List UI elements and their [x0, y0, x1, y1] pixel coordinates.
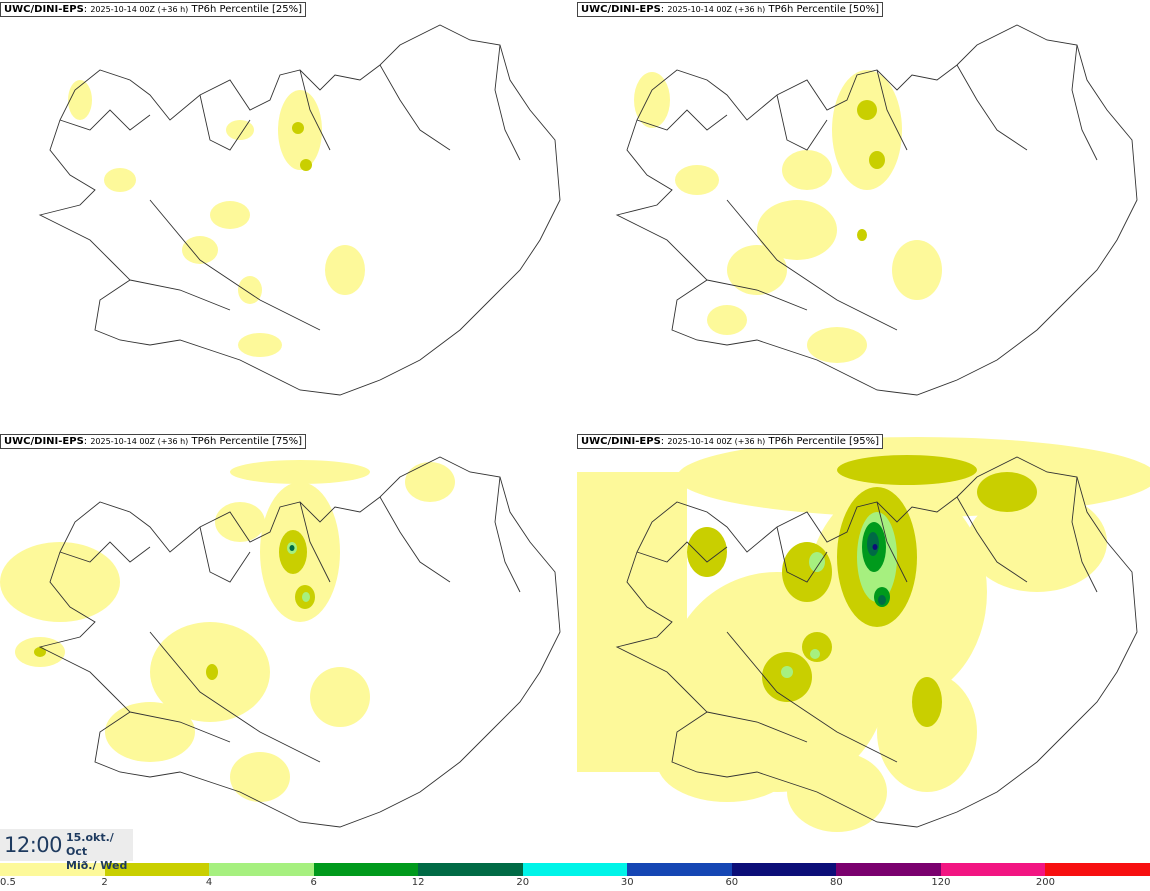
- model-name: UWC/DINI-EPS: [4, 436, 84, 447]
- precip-areas: [634, 70, 942, 363]
- panel-title: UWC/DINI-EPS: 2025-10-14 00Z (+36 h) TP6…: [0, 434, 307, 449]
- iceland-coastline: [615, 24, 1138, 396]
- legend-swatch: [836, 863, 941, 876]
- precip-map: [0, 456, 561, 828]
- precip-areas: [0, 460, 455, 802]
- color-legend-labels: 0.5 2 4 6 12 20 30 60 80 120 200: [0, 877, 1150, 891]
- field-name: TP6h Percentile [25%]: [191, 4, 303, 15]
- legend-swatch: [1045, 863, 1150, 876]
- run-time: 2025-10-14 00Z (+36 h): [90, 437, 189, 446]
- map-panel-p75: UWC/DINI-EPS: 2025-10-14 00Z (+36 h) TP6…: [0, 432, 573, 862]
- precip-areas-6: [289, 545, 295, 551]
- legend-swatch: [104, 863, 210, 876]
- run-time: 2025-10-14 00Z (+36 h): [90, 5, 189, 14]
- model-name: UWC/DINI-EPS: [581, 4, 661, 15]
- field-name: TP6h Percentile [75%]: [191, 436, 303, 447]
- panel-title: UWC/DINI-EPS: 2025-10-14 00Z (+36 h) TP6…: [0, 2, 307, 17]
- color-legend: [0, 863, 1150, 876]
- precip-areas-2: [292, 122, 312, 171]
- legend-label: 80: [829, 877, 843, 888]
- legend-label: 4: [205, 877, 213, 888]
- legend-label: 0.5: [0, 877, 16, 888]
- precip-areas-60: [872, 544, 878, 550]
- precip-map: [615, 24, 1138, 396]
- valid-date-line1: 15.okt./ Oct: [66, 831, 114, 858]
- legend-swatch: [522, 863, 628, 876]
- field-name: TP6h Percentile [95%]: [768, 436, 880, 447]
- legend-swatch: [418, 863, 523, 876]
- legend-label: 60: [725, 877, 739, 888]
- run-time: 2025-10-14 00Z (+36 h): [667, 437, 766, 446]
- legend-label: 200: [1035, 877, 1055, 888]
- precip-areas-12: [867, 532, 886, 605]
- field-name: TP6h Percentile [50%]: [768, 4, 880, 15]
- valid-time-box: 12:00 15.okt./ Oct Mið./ Wed: [0, 829, 133, 872]
- iceland-coastline: [38, 24, 561, 396]
- precip-map: [38, 24, 561, 396]
- legend-swatch: [313, 863, 419, 876]
- panel-title: UWC/DINI-EPS: 2025-10-14 00Z (+36 h) TP6…: [577, 2, 884, 17]
- precip-areas: [68, 80, 365, 357]
- precip-areas-2: [857, 100, 885, 241]
- legend-swatch: [627, 863, 732, 876]
- legend-label: 12: [411, 877, 425, 888]
- model-name: UWC/DINI-EPS: [581, 436, 661, 447]
- legend-label: 30: [620, 877, 634, 888]
- legend-label: 120: [931, 877, 951, 888]
- map-panel-p25: UWC/DINI-EPS: 2025-10-14 00Z (+36 h) TP6…: [0, 0, 573, 430]
- map-panel-p95: UWC/DINI-EPS: 2025-10-14 00Z (+36 h) TP6…: [577, 432, 1150, 862]
- run-time: 2025-10-14 00Z (+36 h): [667, 5, 766, 14]
- panel-title: UWC/DINI-EPS: 2025-10-14 00Z (+36 h) TP6…: [577, 434, 884, 449]
- valid-date: 15.okt./ Oct Mið./ Wed: [66, 831, 133, 873]
- legend-swatch: [209, 863, 314, 876]
- legend-swatch: [940, 863, 1046, 876]
- valid-clock: 12:00: [4, 833, 63, 857]
- valid-date-line2: Mið./ Wed: [66, 859, 128, 872]
- iceland-coastline: [38, 456, 561, 828]
- map-panel-p50: UWC/DINI-EPS: 2025-10-14 00Z (+36 h) TP6…: [577, 0, 1150, 430]
- model-name: UWC/DINI-EPS: [4, 4, 84, 15]
- legend-label: 6: [310, 877, 317, 888]
- legend-swatch: [731, 863, 837, 876]
- iceland-coastline: [615, 456, 1138, 828]
- precip-map: [577, 437, 1150, 832]
- legend-swatch: [0, 863, 105, 876]
- legend-label: 20: [516, 877, 530, 888]
- legend-label: 2: [101, 877, 108, 888]
